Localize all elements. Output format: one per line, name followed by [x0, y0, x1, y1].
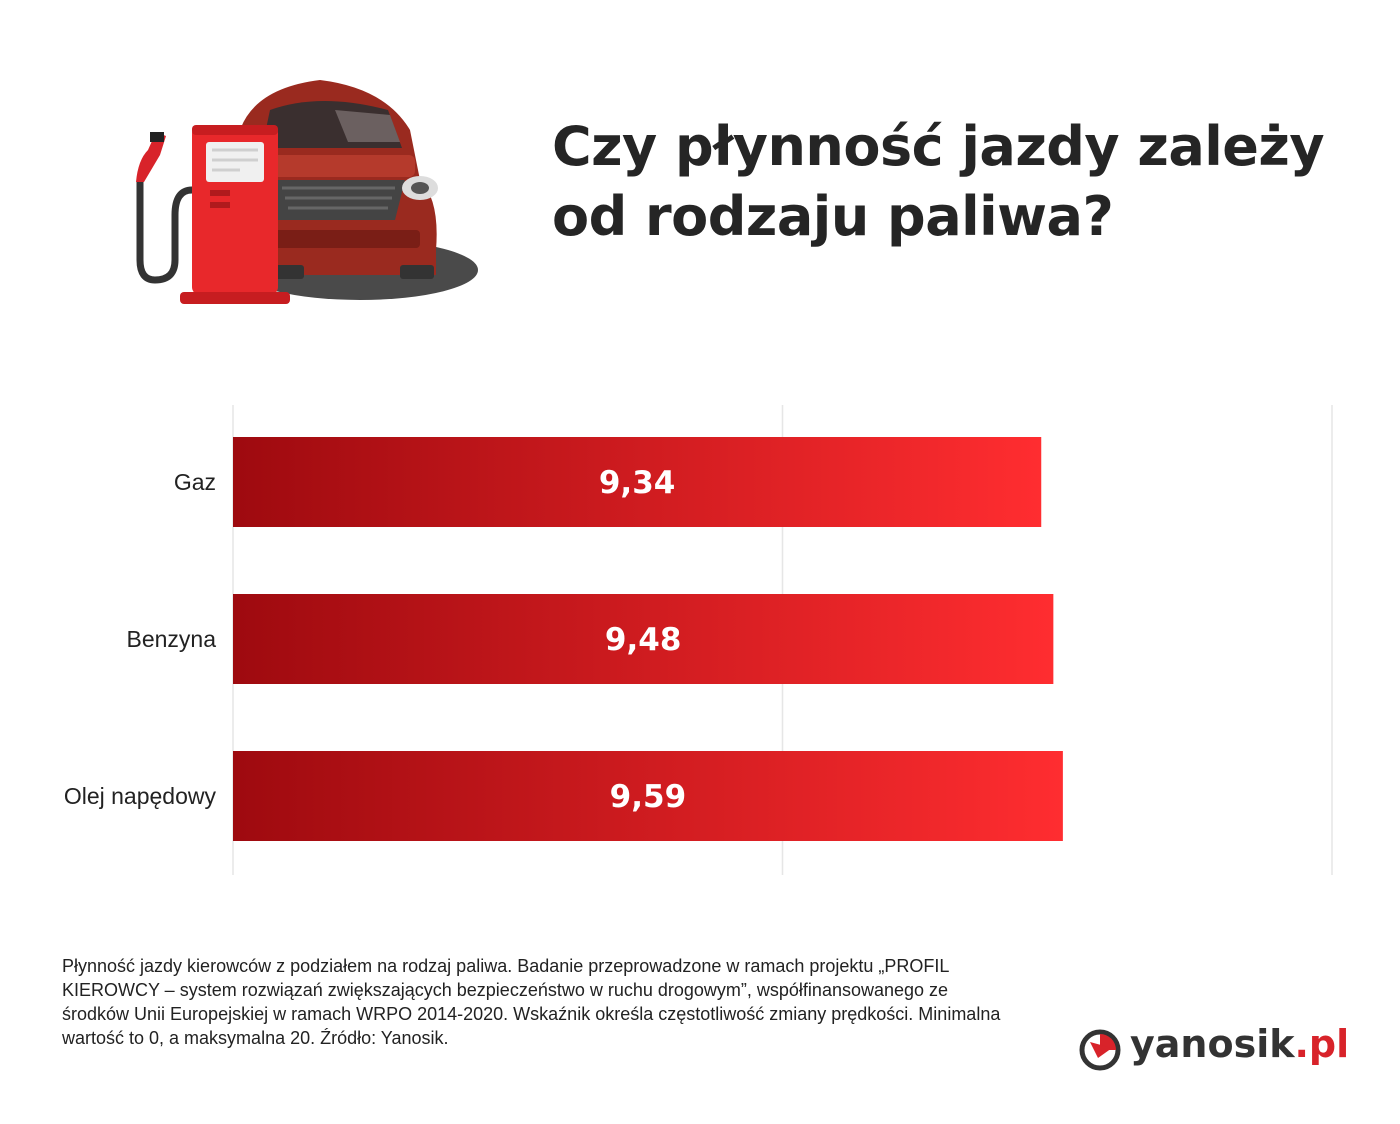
bar-0	[233, 437, 1042, 527]
chart-title: Czy płynność jazdy zależy od rodzaju pal…	[552, 115, 1325, 248]
logo-wordmark: yanosik.pl	[1130, 1022, 1349, 1066]
logo-suffix: .pl	[1294, 1022, 1350, 1066]
category-label: Benzyna	[126, 626, 216, 652]
bar-2	[233, 751, 1063, 841]
car-fuel-pump-illustration	[136, 80, 478, 304]
footnote-source: Płynność jazdy kierowców z podziałem na …	[62, 956, 1001, 1048]
yanosik-logo-icon	[1079, 1029, 1121, 1071]
value-label: 9,59	[610, 779, 687, 815]
value-labels: 9,34 9,48 9,59	[599, 465, 686, 815]
logo-name: yanosik	[1130, 1022, 1295, 1066]
value-label: 9,34	[599, 465, 676, 501]
value-label: 9,48	[605, 622, 682, 658]
bars	[233, 437, 1063, 841]
category-labels: Gaz Benzyna Olej napędowy	[64, 469, 217, 809]
category-label: Olej napędowy	[64, 783, 217, 809]
bar-1	[233, 594, 1054, 684]
bar-chart: Gaz Benzyna Olej napędowy 9,34 9,48 9,59	[64, 405, 1333, 875]
car-icon	[235, 80, 438, 279]
category-label: Gaz	[174, 469, 216, 495]
yanosik-logo[interactable]: yanosik.pl	[1078, 1020, 1349, 1076]
fuel-pump-icon	[136, 125, 290, 304]
